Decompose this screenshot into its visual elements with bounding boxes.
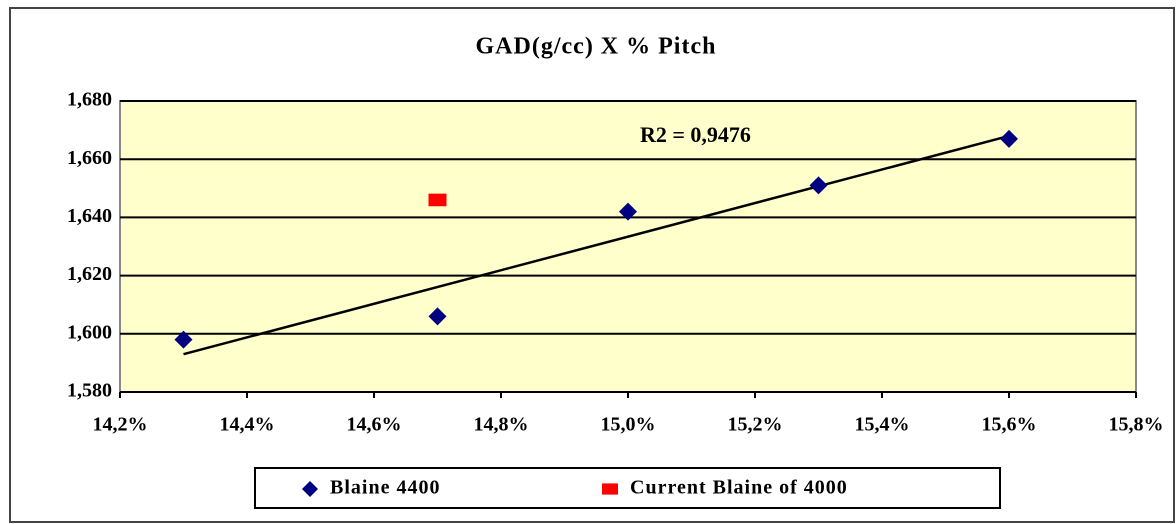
- x-tick-label: 15,6%: [982, 414, 1037, 436]
- point: [809, 176, 828, 195]
- x-tick-label: 14,4%: [220, 414, 275, 436]
- y-tick-label: 1,580: [67, 380, 112, 402]
- x-tick-label: 14,2%: [93, 414, 148, 436]
- legend-label: Blaine 4400: [330, 477, 440, 499]
- x-tick-label: 15,4%: [855, 414, 910, 436]
- point: [428, 193, 447, 207]
- annotation: R2 = 0,9476: [640, 122, 751, 147]
- legend: [254, 467, 1001, 509]
- point: [619, 202, 637, 221]
- y-tick-label: 1,620: [67, 263, 112, 285]
- chart-title: GAD(g/cc) X % Pitch: [476, 34, 717, 60]
- y-tick-label: 1,660: [67, 147, 112, 169]
- x-tick-label: 15,8%: [1109, 414, 1164, 436]
- point: [1000, 129, 1018, 148]
- legend-marker: [302, 481, 318, 497]
- point: [174, 330, 193, 349]
- x-tick-label: 14,8%: [474, 414, 529, 436]
- legend-label: Current Blaine of 4000: [630, 477, 848, 499]
- y-tick-label: 1,640: [67, 205, 112, 227]
- y-tick-label: 1,680: [67, 89, 112, 111]
- y-tick-label: 1,600: [67, 321, 112, 343]
- trendline: [183, 134, 1010, 356]
- point: [428, 307, 447, 326]
- legend-marker: [602, 483, 618, 495]
- x-tick-label: 15,0%: [601, 414, 656, 436]
- x-tick-label: 14,6%: [347, 414, 402, 436]
- plot-area: [119, 100, 1137, 393]
- x-tick-label: 15,2%: [728, 414, 783, 436]
